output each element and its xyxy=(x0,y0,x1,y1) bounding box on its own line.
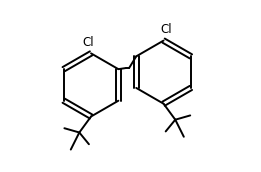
Text: Cl: Cl xyxy=(160,23,171,36)
Text: Cl: Cl xyxy=(82,36,94,49)
